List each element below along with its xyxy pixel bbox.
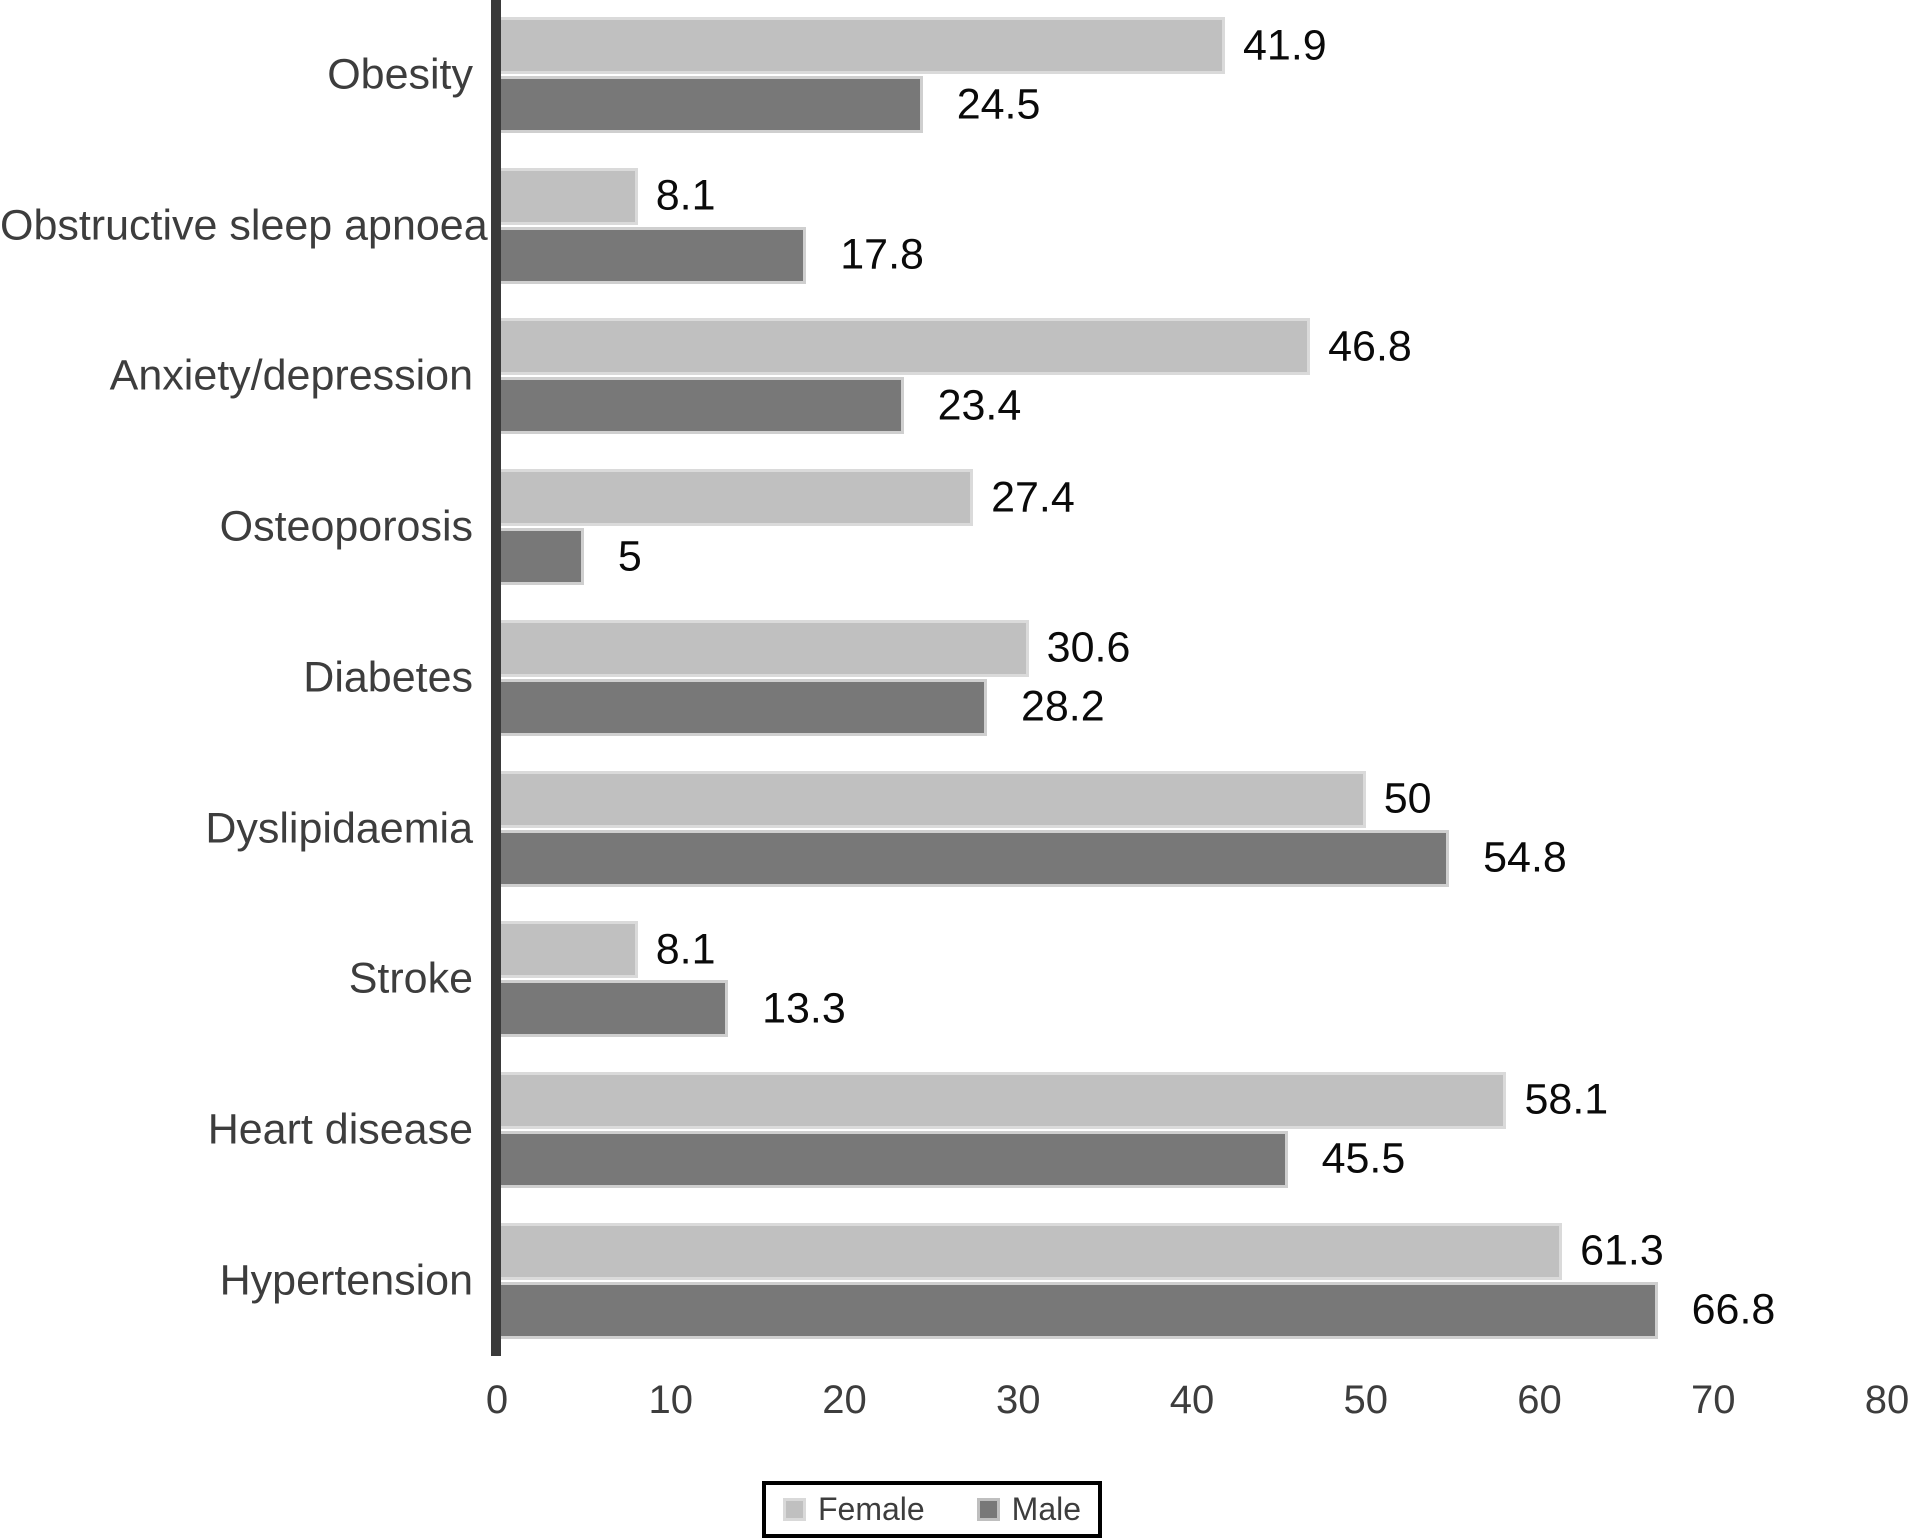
category-label: Obesity [327,50,473,99]
male-bar [497,377,904,435]
male-value-label: 66.8 [1691,1285,1776,1334]
male-bar [497,1130,1288,1188]
female-bar [497,469,974,527]
female-bar [497,17,1225,74]
female-bar [497,921,638,979]
female-bar [497,1222,1563,1280]
male-value-label: 45.5 [1321,1134,1406,1183]
category-label: Dyslipidaemia [205,804,473,852]
category-label: Diabetes [303,653,473,702]
legend-female-swatch [782,1498,806,1521]
female-bar [497,770,1366,828]
male-bar [497,829,1450,887]
x-tick-label: 70 [1691,1378,1736,1422]
female-bar [497,1071,1507,1129]
x-tick-label: 30 [996,1378,1041,1422]
female-value-label: 27.4 [991,473,1075,522]
male-value-label: 24.5 [956,80,1041,128]
female-value-label: 61.3 [1580,1226,1664,1275]
x-tick-label: 0 [485,1378,509,1422]
female-value-label: 58.1 [1524,1075,1609,1124]
male-bar [497,528,584,586]
female-bar [497,167,638,225]
legend-male-swatch [976,1498,1000,1521]
category-label: Anxiety/depression [109,351,473,400]
x-tick-label: 80 [1864,1378,1910,1422]
male-value-label: 5 [617,532,642,581]
female-value-label: 8.1 [655,925,716,974]
x-tick-label: 20 [822,1378,867,1422]
female-value-label: 8.1 [655,171,716,220]
male-bar [497,980,729,1038]
x-tick-label: 60 [1517,1378,1562,1422]
category-label: Heart disease [207,1105,473,1154]
legend-item-male: Male [976,1491,1082,1528]
male-value-label: 54.8 [1483,833,1567,882]
male-bar [497,226,807,284]
male-value-label: 23.4 [937,381,1022,430]
female-bar [497,619,1029,677]
female-value-label: 41.9 [1243,21,1327,69]
x-tick-label: 10 [648,1378,694,1422]
category-label: Stroke [348,954,473,1003]
male-bar [497,1281,1658,1339]
legend: Female Male [762,1481,1102,1538]
male-bar [497,678,987,736]
legend-item-female: Female [782,1491,925,1528]
legend-label: Female [817,1491,925,1527]
male-bar [497,76,923,133]
category-label: Hypertension [219,1256,473,1305]
x-tick-label: 50 [1343,1378,1389,1422]
x-tick-label: 40 [1169,1378,1215,1422]
legend-label: Male [1011,1491,1082,1527]
y-axis-line [491,0,501,1356]
category-label: Obstructive sleep apnoea [0,201,488,250]
female-value-label: 50 [1383,774,1432,823]
male-value-label: 28.2 [1020,682,1105,731]
male-value-label: 13.3 [762,984,846,1033]
female-value-label: 46.8 [1328,322,1412,371]
female-value-label: 30.6 [1046,623,1131,672]
male-value-label: 17.8 [840,230,924,279]
category-label: Osteoporosis [219,502,473,551]
female-bar [497,318,1311,376]
